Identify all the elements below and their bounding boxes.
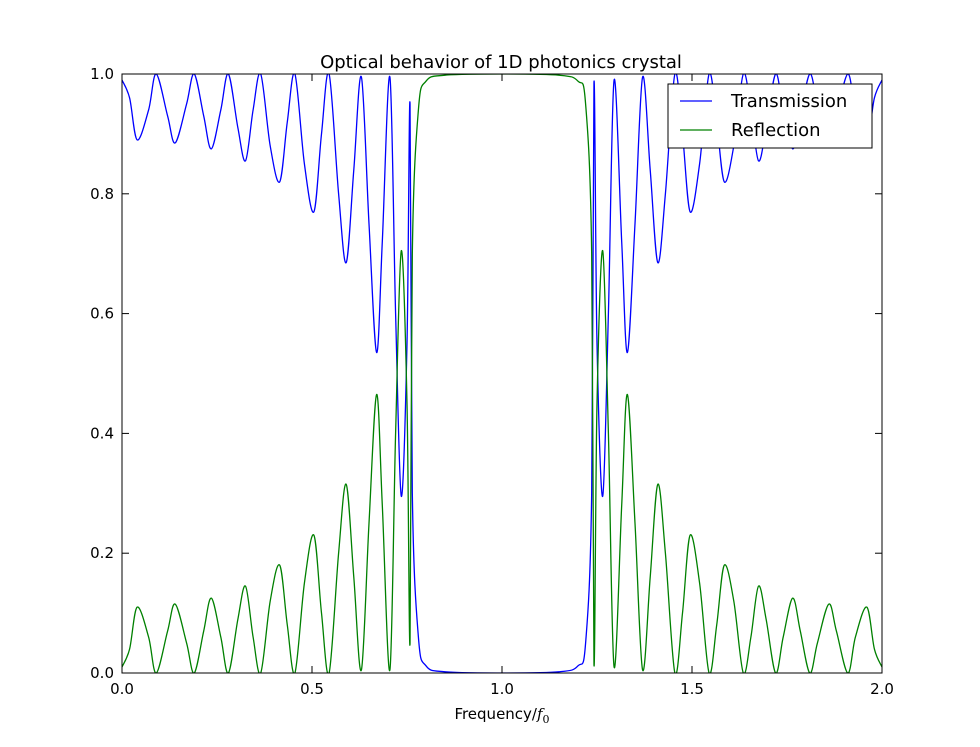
legend-label-reflection: Reflection: [731, 120, 821, 141]
x-axis-label-text: Frequency/: [454, 705, 537, 723]
x-axis-label: Frequency/f0: [454, 705, 549, 726]
y-tick-label: 0.8: [90, 185, 114, 203]
series-line-transmission: [122, 74, 882, 673]
plot-frame: [121, 73, 883, 674]
y-tick-label: 0.6: [90, 305, 114, 323]
x-tick-label: 1.0: [490, 680, 514, 698]
y-tick-label: 0.0: [90, 664, 114, 682]
x-tick-label: 0.0: [110, 680, 134, 698]
x-axis-label-math: f: [536, 705, 545, 723]
legend: Transmission Reflection: [667, 83, 873, 149]
series-layer: [122, 74, 882, 673]
x-tick-label: 0.5: [300, 680, 324, 698]
y-tick-label: 0.2: [90, 544, 114, 562]
legend-label-transmission: Transmission: [730, 91, 847, 112]
x-axis: 0.0 0.5 1.0 1.5 2.0: [110, 74, 894, 698]
x-tick-label: 1.5: [680, 680, 704, 698]
y-axis: 0.0 0.2 0.4 0.6 0.8 1.0: [90, 65, 882, 682]
legend-box: [667, 83, 873, 149]
y-tick-label: 0.4: [90, 424, 114, 442]
y-tick-label: 1.0: [90, 65, 114, 83]
chart-title: Optical behavior of 1D photonics crystal: [320, 52, 682, 73]
x-axis-label-subscript: 0: [543, 713, 550, 726]
series-line-reflection: [122, 74, 882, 673]
x-tick-label: 2.0: [870, 680, 894, 698]
